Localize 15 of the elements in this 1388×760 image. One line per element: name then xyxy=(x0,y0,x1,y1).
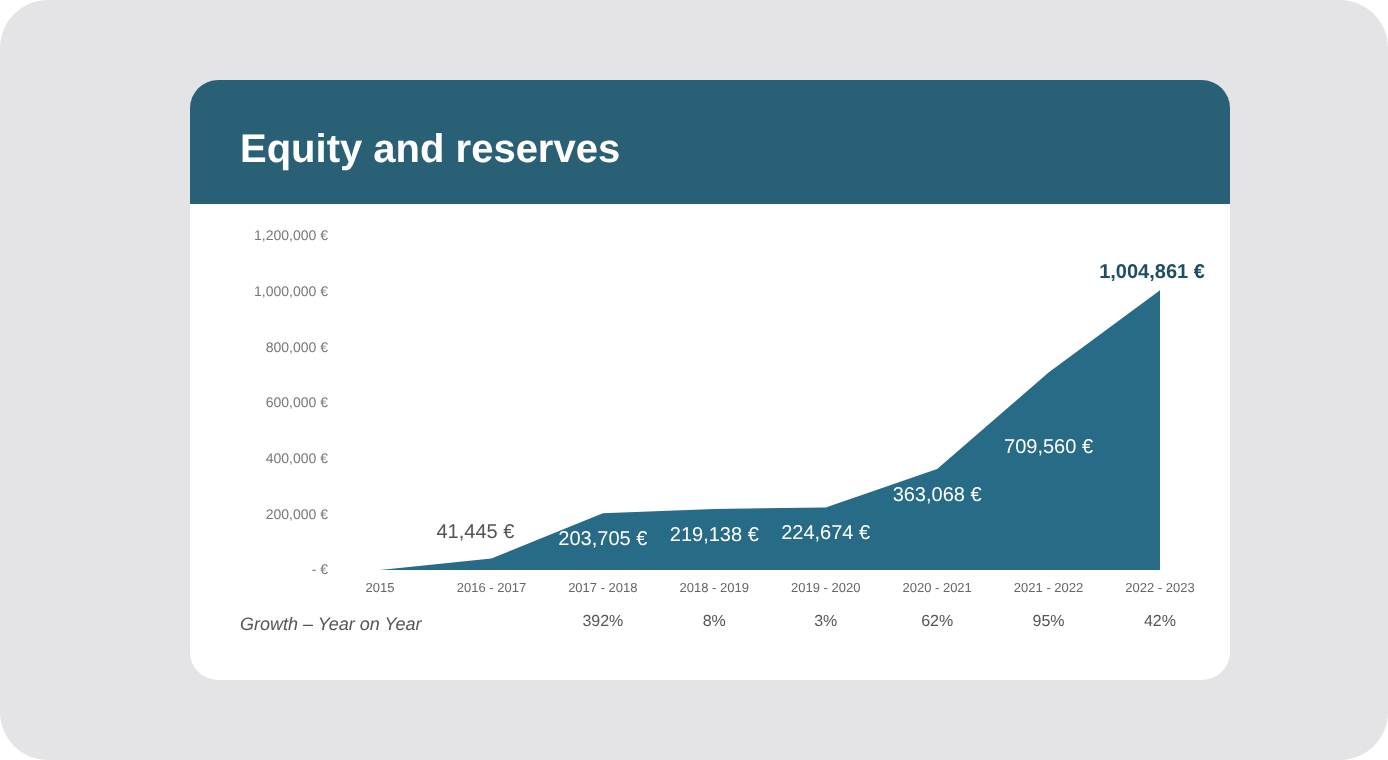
text: 8% xyxy=(702,612,726,630)
data-label: 203,705 € xyxy=(558,529,649,552)
text: 62% xyxy=(921,612,954,630)
text: 3% xyxy=(814,612,838,630)
text: 95% xyxy=(1032,612,1065,630)
chart-title: Equity and reserves xyxy=(240,128,621,172)
data-label: 363,068 € xyxy=(892,484,983,507)
data-label: 219,138 € xyxy=(669,525,760,548)
text: 42% xyxy=(1143,612,1177,630)
data-label: 709,560 € xyxy=(1004,436,1094,459)
text: Growth – Year on Year xyxy=(240,614,424,634)
data-label: 1,004,861 € xyxy=(1099,262,1206,285)
data-label: 224,674 € xyxy=(781,523,872,546)
data-label: 41,445 € xyxy=(436,522,516,545)
text: 392% xyxy=(582,612,624,630)
